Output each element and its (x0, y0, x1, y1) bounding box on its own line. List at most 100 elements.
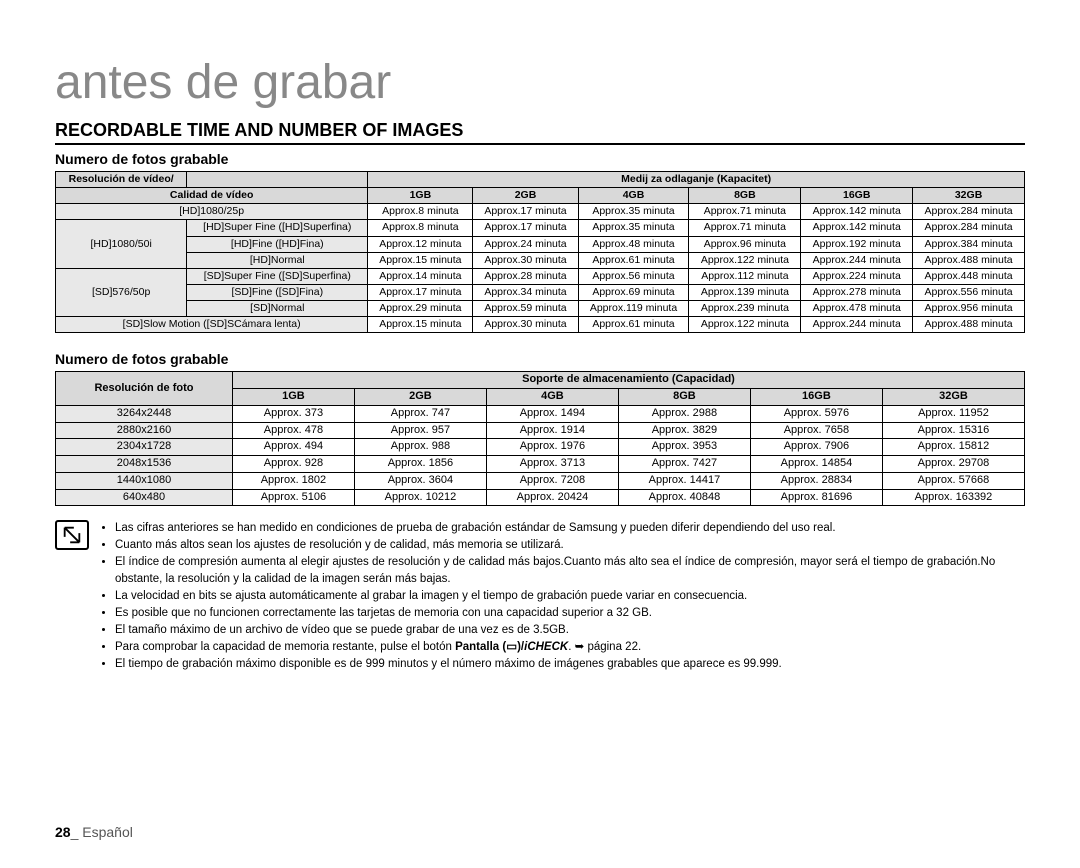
t1-cell: Approx.29 minuta (368, 301, 473, 317)
t2-cell: Approx. 2988 (618, 405, 750, 422)
hdr-media: Medij za odlaganje (Kapacitet) (368, 172, 1025, 188)
t2-cell: Approx. 15316 (882, 422, 1024, 439)
note-icon (55, 520, 89, 550)
t1-cell: Approx.488 minuta (913, 317, 1025, 333)
page-title: antes de grabar (55, 55, 1025, 110)
note-item: La velocidad en bits se ajusta automátic… (115, 588, 1025, 604)
t1-cell: Approx.59 minuta (473, 301, 578, 317)
t1-cell: Approx.488 minuta (913, 252, 1025, 268)
section-heading: RECORDABLE TIME AND NUMBER OF IMAGES (55, 120, 1025, 145)
t2-cap: 1GB (232, 389, 354, 406)
t2-cell: Approx. 81696 (750, 489, 882, 506)
t2-cell: Approx. 7208 (486, 472, 618, 489)
notes-list: Las cifras anteriores se han medido en c… (99, 520, 1025, 673)
t1-cell: Approx.278 minuta (801, 284, 913, 300)
t1-cell: Approx.48 minuta (578, 236, 689, 252)
t1-cell: Approx.35 minuta (578, 204, 689, 220)
t2-cell: Approx. 7427 (618, 456, 750, 473)
t2-cell: Approx. 57668 (882, 472, 1024, 489)
t1-cell: Approx.71 minuta (689, 220, 801, 236)
t1-cell: Approx.12 minuta (368, 236, 473, 252)
t1-qual: [HD]Fine ([HD]Fina) (187, 236, 368, 252)
t1-cell: Approx.56 minuta (578, 268, 689, 284)
t1-cell: Approx.34 minuta (473, 284, 578, 300)
t2-cell: Approx. 494 (232, 439, 354, 456)
t2-cap: 32GB (882, 389, 1024, 406)
t1-cell: Approx.384 minuta (913, 236, 1025, 252)
t1-cell: Approx.244 minuta (801, 252, 913, 268)
t2-cell: Approx. 1494 (486, 405, 618, 422)
t2-cap: 16GB (750, 389, 882, 406)
t2-cell: Approx. 3713 (486, 456, 618, 473)
t2-cell: Approx. 928 (232, 456, 354, 473)
video-time-table: Resolución de vídeo/ Medij za odlaganje … (55, 171, 1025, 333)
t1-cell: Approx.15 minuta (368, 317, 473, 333)
t2-cell: Approx. 747 (354, 405, 486, 422)
t1-cell: Approx.139 minuta (689, 284, 801, 300)
t1-qual: [SD]Fine ([SD]Fina) (187, 284, 368, 300)
t2-cell: Approx. 11952 (882, 405, 1024, 422)
t2-cell: Approx. 7906 (750, 439, 882, 456)
t2-cell: Approx. 40848 (618, 489, 750, 506)
note-item: Es posible que no funcionen correctament… (115, 605, 1025, 621)
t1-cell: Approx.61 minuta (578, 317, 689, 333)
t2-cell: Approx. 3829 (618, 422, 750, 439)
page-number: 28 (55, 824, 71, 840)
t2-cell: Approx. 10212 (354, 489, 486, 506)
t1-cell: Approx.17 minuta (368, 284, 473, 300)
t2-cell: Approx. 3953 (618, 439, 750, 456)
t2-res: 3264x2448 (56, 405, 233, 422)
t2-cell: Approx. 1856 (354, 456, 486, 473)
t1-cell: Approx.14 minuta (368, 268, 473, 284)
t2-cell: Approx. 14854 (750, 456, 882, 473)
t1-cell: Approx.28 minuta (473, 268, 578, 284)
note-item: Las cifras anteriores se han medido en c… (115, 520, 1025, 536)
t2-cell: Approx. 1802 (232, 472, 354, 489)
t2-cell: Approx. 163392 (882, 489, 1024, 506)
note-item: El índice de compresión aumenta al elegi… (115, 554, 1025, 586)
page-lang: Español (82, 824, 133, 840)
t1-cell: Approx.30 minuta (473, 252, 578, 268)
t2-cell: Approx. 28834 (750, 472, 882, 489)
t2-cell: Approx. 957 (354, 422, 486, 439)
t2-cell: Approx. 20424 (486, 489, 618, 506)
t2-cap: 4GB (486, 389, 618, 406)
t2-cell: Approx. 15812 (882, 439, 1024, 456)
t1-res-7: [SD]Slow Motion ([SD]SCámara lenta) (56, 317, 368, 333)
cap-2: 4GB (578, 188, 689, 204)
t2-res: 640x480 (56, 489, 233, 506)
t2-hdr-media: Soporte de almacenamiento (Capacidad) (232, 372, 1024, 389)
t1-cell: Approx.61 minuta (578, 252, 689, 268)
t1-cell: Approx.244 minuta (801, 317, 913, 333)
t1-cell: Approx.119 minuta (578, 301, 689, 317)
t1-res-1: [HD]1080/50i (56, 220, 187, 268)
t1-qual: [HD]Normal (187, 252, 368, 268)
t1-cell: Approx.556 minuta (913, 284, 1025, 300)
t1-cell: Approx.142 minuta (801, 220, 913, 236)
t2-cell: Approx. 5976 (750, 405, 882, 422)
t1-cell: Approx.122 minuta (689, 317, 801, 333)
t1-cell: Approx.478 minuta (801, 301, 913, 317)
page-footer: 28_ Español (55, 824, 133, 840)
t2-cap: 2GB (354, 389, 486, 406)
t2-cell: Approx. 478 (232, 422, 354, 439)
hdr-blank (187, 172, 368, 188)
t1-qual: [HD]Super Fine ([HD]Superfina) (187, 220, 368, 236)
t2-cell: Approx. 988 (354, 439, 486, 456)
t1-cell: Approx.35 minuta (578, 220, 689, 236)
hdr-quality: Calidad de vídeo (56, 188, 368, 204)
t1-cell: Approx.30 minuta (473, 317, 578, 333)
t2-cell: Approx. 7658 (750, 422, 882, 439)
t2-res: 2048x1536 (56, 456, 233, 473)
t2-cell: Approx. 373 (232, 405, 354, 422)
table2-title: Numero de fotos grabable (55, 351, 1025, 367)
t1-qual: [SD]Normal (187, 301, 368, 317)
t2-cell: Approx. 3604 (354, 472, 486, 489)
cap-5: 32GB (913, 188, 1025, 204)
t1-res-4: [SD]576/50p (56, 268, 187, 316)
t1-cell: Approx.284 minuta (913, 220, 1025, 236)
t1-qual: [SD]Super Fine ([SD]Superfina) (187, 268, 368, 284)
t1-res-0: [HD]1080/25p (56, 204, 368, 220)
note-item: El tamaño máximo de un archivo de vídeo … (115, 622, 1025, 638)
t1-cell: Approx.448 minuta (913, 268, 1025, 284)
